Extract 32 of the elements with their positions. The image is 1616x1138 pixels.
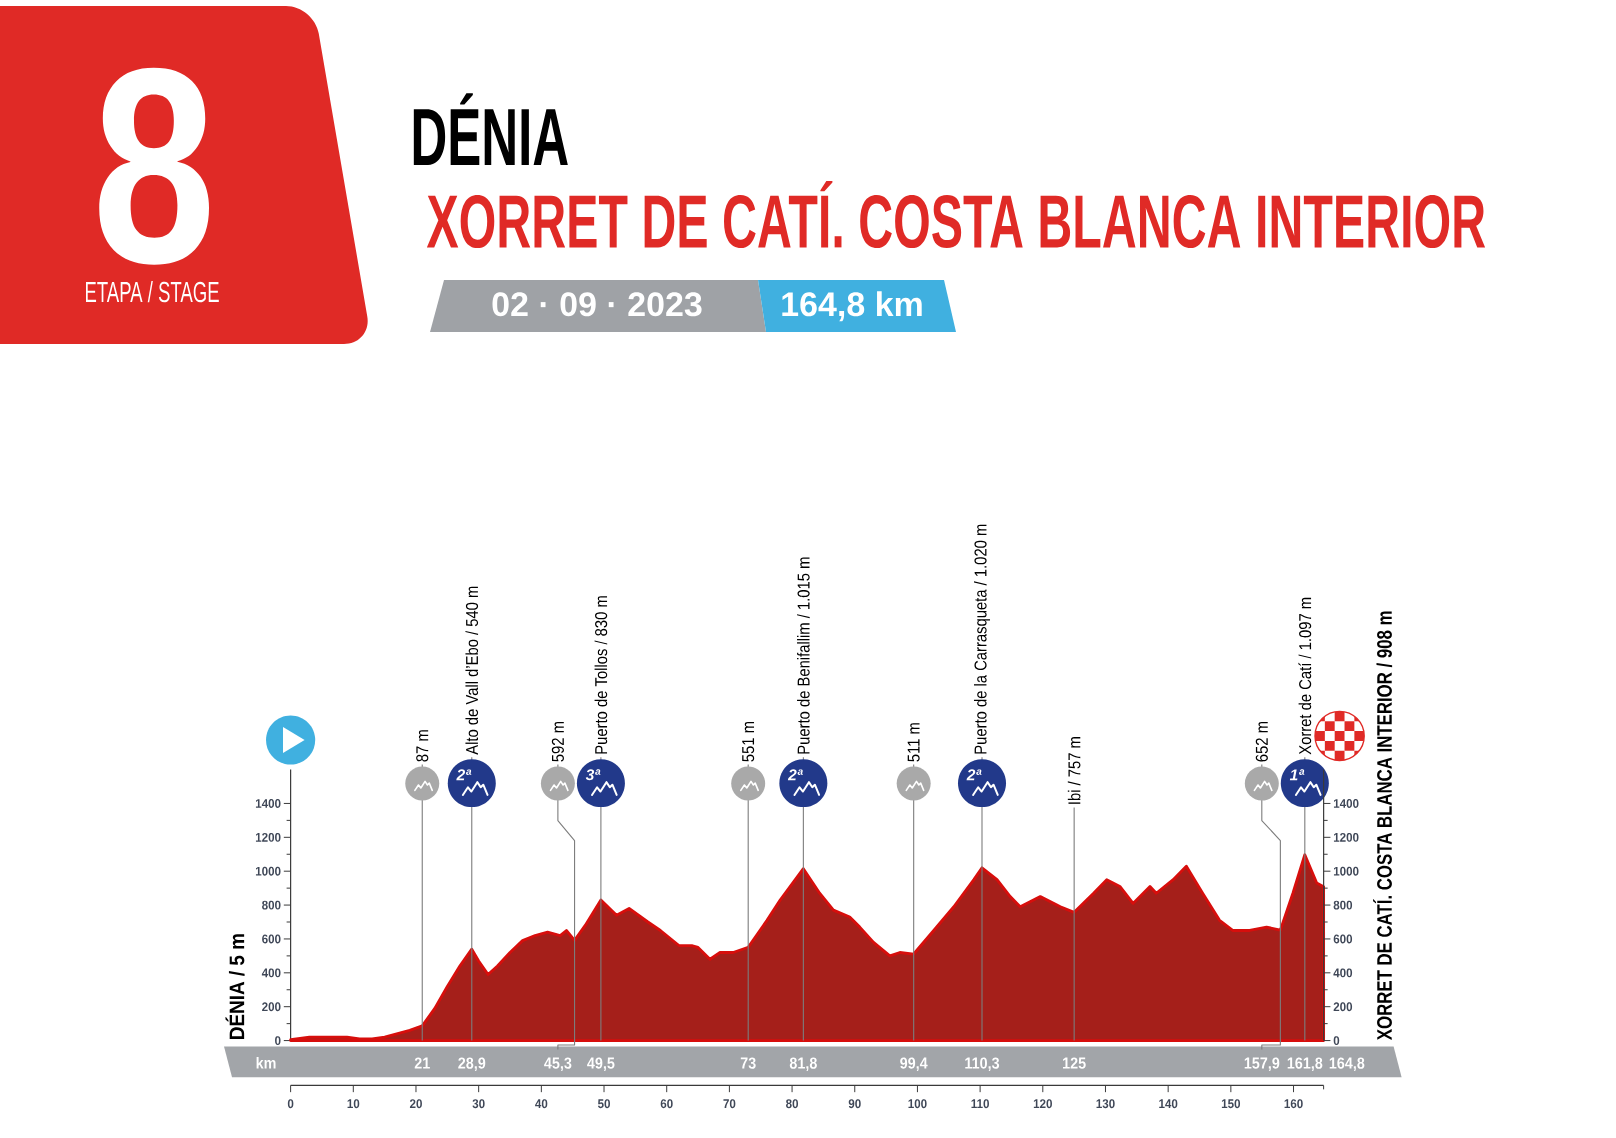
ref-line-label: 511 m bbox=[907, 723, 920, 762]
text: 8 bbox=[99, 67, 210, 265]
text: 49,5 bbox=[587, 1057, 615, 1072]
text: 45,3 bbox=[544, 1057, 572, 1072]
text: ETAPA / STAGE bbox=[86, 280, 219, 303]
text: 21 bbox=[414, 1057, 430, 1069]
chart-title: DÉNIA bbox=[413, 93, 568, 165]
text: 02 · 09 · 2023 bbox=[492, 292, 702, 317]
ref-line-label: 87 m bbox=[416, 730, 429, 762]
chart-subtitle: XORRET DE CATÍ. COSTA BLANCA INTERIOR bbox=[426, 180, 1486, 249]
text: km bbox=[256, 1056, 276, 1069]
y-axis-title: DÉNIA / 5 m bbox=[225, 934, 245, 1039]
y2-axis-title: XORRET DE CATÍ. COSTA BLANCA INTERIOR / 908 m bbox=[1373, 611, 1393, 1041]
ref-line-label: Alto de Vall d’Ebo / 540 m bbox=[465, 586, 479, 755]
text: 157,9 bbox=[1244, 1057, 1280, 1072]
ref-line-label: 592 m bbox=[551, 722, 564, 762]
ref-line-label: Puerto de la Carrasqueta / 1.020 m bbox=[973, 524, 991, 754]
text: 73 bbox=[740, 1057, 756, 1069]
text: 99,4 bbox=[900, 1057, 928, 1072]
text: 81,8 bbox=[789, 1057, 817, 1072]
text: 110,3 bbox=[965, 1057, 1000, 1072]
ref-line-label: Puerto de Benifallim / 1.015 m bbox=[797, 557, 810, 754]
text: 164,8 bbox=[1329, 1057, 1365, 1072]
text: 28,9 bbox=[458, 1057, 486, 1072]
text: 161,8 bbox=[1287, 1057, 1323, 1072]
ref-line-label: 652 m bbox=[1255, 722, 1268, 762]
ref-line-label: 551 m bbox=[742, 722, 755, 762]
text: 125 bbox=[1063, 1057, 1086, 1069]
ref-line-label: Puerto de Tollos / 830 m bbox=[594, 596, 608, 754]
text: 164,8 km bbox=[782, 291, 922, 322]
ref-line-label: Xorret de Catí / 1.097 m bbox=[1298, 597, 1312, 755]
ref-line-label: Ibi / 757 m bbox=[1067, 737, 1081, 804]
